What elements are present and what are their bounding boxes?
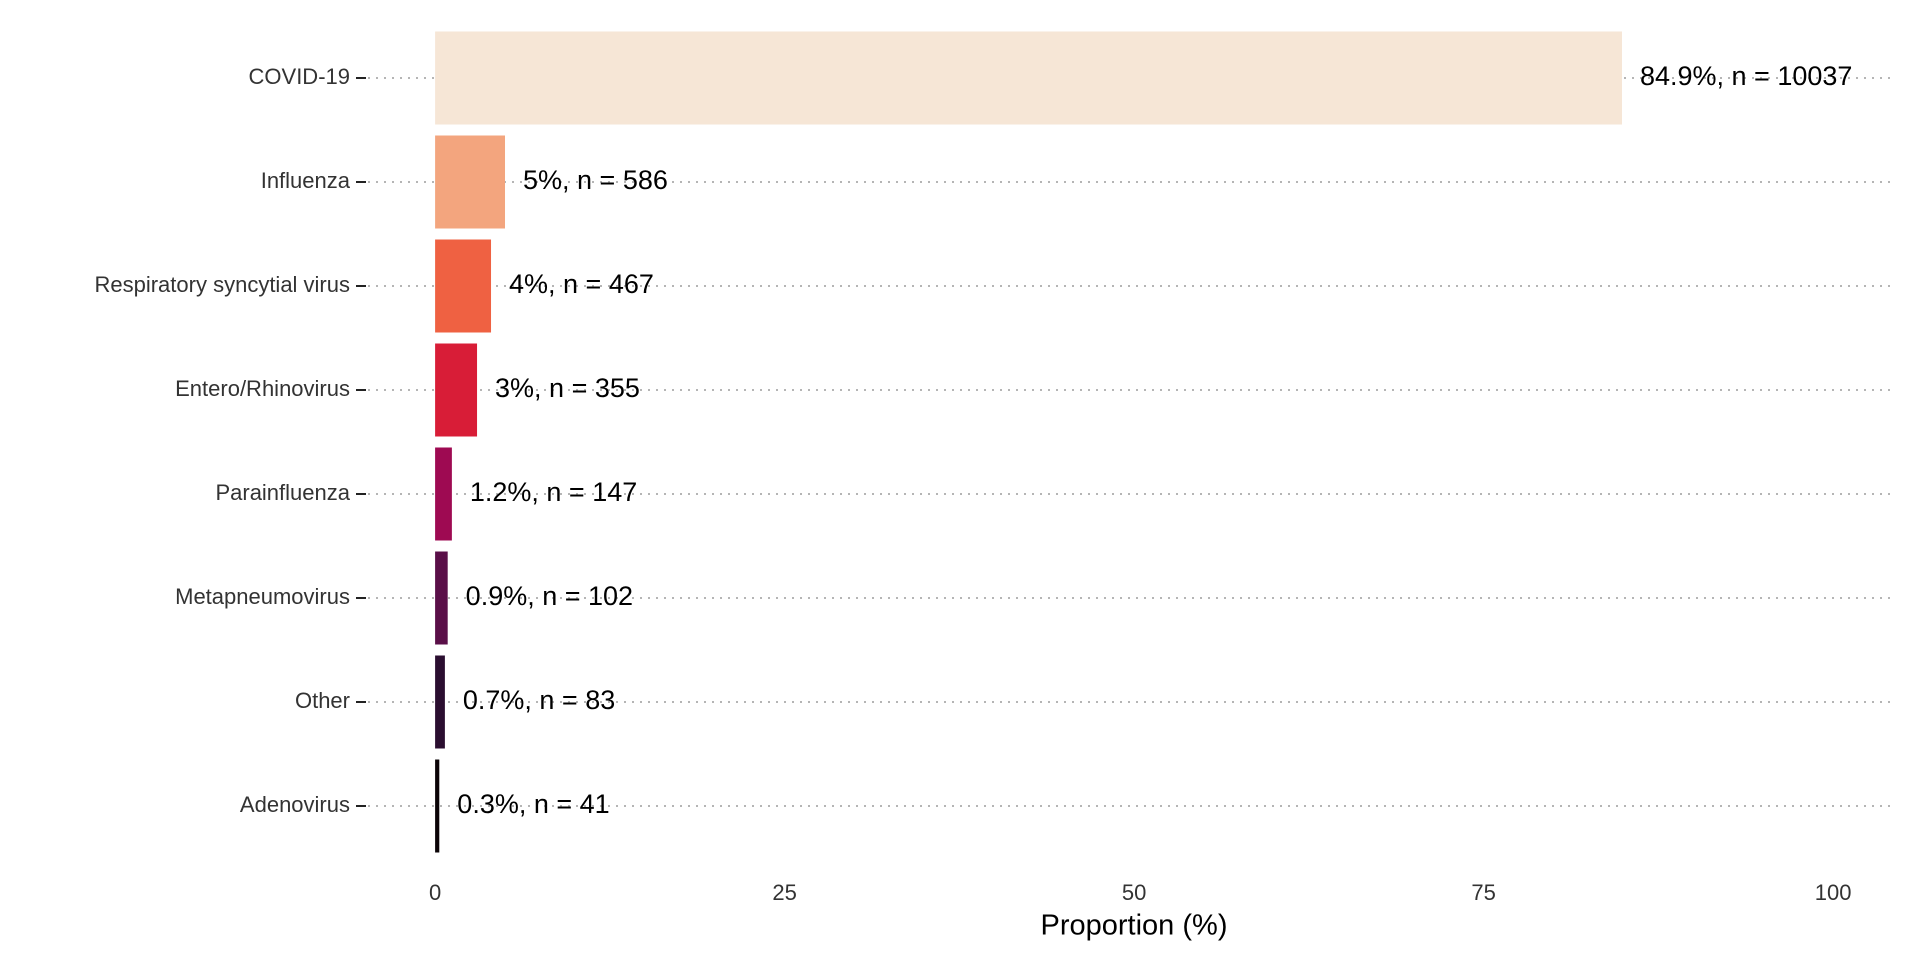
bar (435, 551, 448, 645)
bar (435, 447, 452, 541)
x-tick-label: 50 (1122, 880, 1146, 905)
value-label: 4%, n = 467 (509, 269, 654, 299)
bar (435, 239, 492, 333)
y-tick-label: COVID-19 (249, 64, 350, 89)
y-tick-label: Other (295, 688, 350, 713)
bar (435, 135, 506, 229)
value-label: 1.2%, n = 147 (470, 477, 637, 507)
bar (435, 31, 1622, 125)
y-tick-label: Adenovirus (240, 792, 350, 817)
x-tick-label: 75 (1471, 880, 1495, 905)
value-label: 0.7%, n = 83 (463, 685, 615, 715)
value-label: 5%, n = 586 (523, 165, 668, 195)
bar (435, 759, 440, 853)
y-tick-label: Parainfluenza (215, 480, 350, 505)
value-label: 3%, n = 355 (495, 373, 640, 403)
value-label: 0.9%, n = 102 (466, 581, 633, 611)
bar (435, 343, 478, 437)
x-tick-label: 100 (1815, 880, 1852, 905)
x-tick-label: 0 (429, 880, 441, 905)
y-tick-label: Entero/Rhinovirus (175, 376, 350, 401)
bar (435, 655, 445, 749)
x-axis-title: Proportion (%) (1041, 910, 1228, 942)
y-tick-label: Metapneumovirus (175, 584, 350, 609)
x-tick-label: 25 (772, 880, 796, 905)
value-label: 0.3%, n = 41 (457, 789, 609, 819)
y-tick-label: Influenza (261, 168, 351, 193)
value-label: 84.9%, n = 10037 (1640, 61, 1852, 91)
y-tick-label: Respiratory syncytial virus (94, 272, 350, 297)
